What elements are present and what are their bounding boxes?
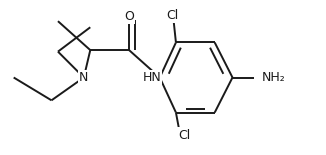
Text: N: N <box>79 71 88 84</box>
Text: Cl: Cl <box>178 129 190 142</box>
Text: Cl: Cl <box>167 9 179 22</box>
Text: NH₂: NH₂ <box>261 71 285 84</box>
Text: O: O <box>124 10 134 23</box>
Text: HN: HN <box>142 71 161 84</box>
